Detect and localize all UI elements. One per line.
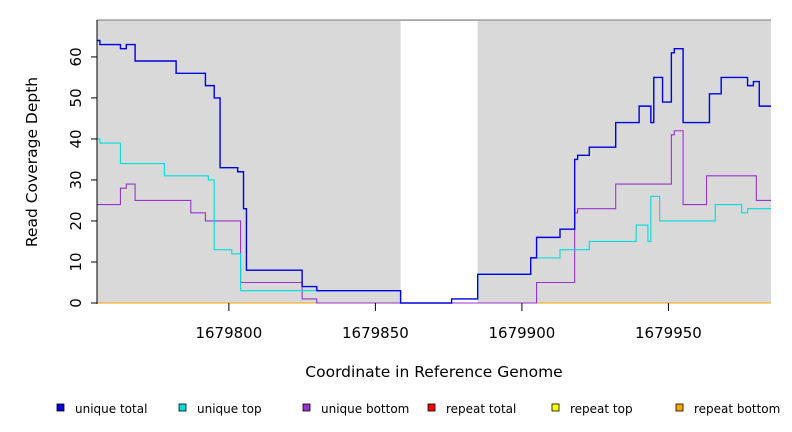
series-unique-bottom-line	[97, 130, 771, 304]
legend: unique total unique top unique bottom repea…	[56, 402, 780, 416]
legend-label-repeat-top: repeat top	[570, 402, 633, 416]
y-axis-title: Read Coverage Depth	[23, 77, 41, 247]
y-tick-label: 10	[67, 252, 85, 271]
legend-swatch-unique-top	[178, 403, 187, 412]
legend-swatch-unique-total	[56, 403, 65, 412]
legend-label-unique-bottom: unique bottom	[321, 402, 409, 416]
y-tick-label: 50	[67, 88, 85, 107]
y-tick-label: 40	[67, 129, 85, 148]
x-tick-label: 1679900	[489, 324, 556, 342]
axes-layer: 0 10 20 30 40 50 60 1679800 1679850 1679900 167995…	[67, 20, 702, 342]
x-tick-label: 1679800	[195, 324, 262, 342]
gap-region	[400, 21, 478, 303]
legend-label-repeat-bottom: repeat bottom	[694, 402, 780, 416]
x-tick-label: 1679950	[635, 324, 702, 342]
legend-label-unique-top: unique top	[197, 402, 262, 416]
legend-swatch-repeat-total	[427, 403, 436, 412]
series-unique-total-line	[97, 39, 771, 304]
legend-swatch-repeat-bottom	[675, 403, 684, 412]
y-tick-label: 60	[67, 47, 85, 66]
x-axis-title: Coordinate in Reference Genome	[305, 363, 562, 381]
y-tick-label: 30	[67, 170, 85, 189]
legend-swatch-unique-bottom	[302, 403, 311, 412]
legend-swatch-repeat-top	[551, 403, 560, 412]
legend-label-repeat-total: repeat total	[446, 402, 516, 416]
legend-label-unique-total: unique total	[75, 402, 147, 416]
y-tick-label: 20	[67, 211, 85, 230]
series-layer	[97, 39, 771, 304]
plot-background	[97, 19, 771, 303]
y-tick-label: 0	[67, 298, 85, 308]
x-tick-label: 1679850	[342, 324, 409, 342]
